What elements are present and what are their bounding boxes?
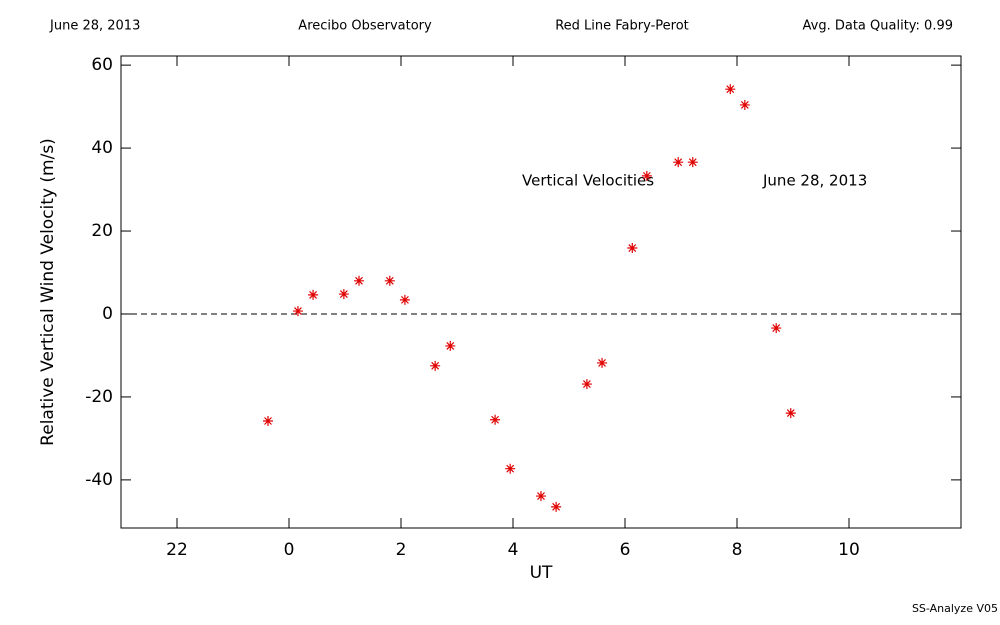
point bbox=[725, 84, 736, 95]
x-tick-label: 6 bbox=[620, 540, 631, 560]
point bbox=[581, 379, 592, 390]
y-tick-label: 0 bbox=[102, 304, 113, 324]
header-instrument: Red Line Fabry-Perot bbox=[555, 19, 689, 34]
point bbox=[354, 275, 364, 286]
point bbox=[771, 323, 782, 334]
header-site: Arecibo Observatory bbox=[298, 19, 432, 34]
x-tick-label: 0 bbox=[284, 540, 295, 560]
x-tick-label: 10 bbox=[838, 540, 860, 560]
point bbox=[785, 408, 796, 419]
point bbox=[641, 170, 652, 181]
point bbox=[445, 340, 456, 351]
x-axis-label: UT bbox=[530, 563, 553, 583]
point bbox=[384, 275, 395, 286]
point bbox=[292, 306, 303, 317]
point bbox=[263, 415, 273, 426]
y-tick-label: 20 bbox=[91, 221, 113, 241]
point bbox=[536, 491, 546, 502]
y-tick-label: -40 bbox=[85, 470, 113, 490]
y-tick-label: -20 bbox=[85, 387, 113, 407]
y-tick-label: 40 bbox=[91, 138, 113, 158]
point bbox=[673, 157, 684, 168]
plot-frame bbox=[120, 55, 962, 529]
header-quality: Avg. Data Quality: 0.99 bbox=[803, 19, 953, 34]
annotation: Vertical Velocities bbox=[522, 172, 654, 190]
x-tick-label: 8 bbox=[732, 540, 743, 560]
point bbox=[739, 99, 750, 110]
x-tick-label: 22 bbox=[166, 540, 188, 560]
point bbox=[597, 357, 608, 368]
x-tick-label: 2 bbox=[396, 540, 407, 560]
annotation: June 28, 2013 bbox=[762, 172, 867, 190]
y-tick-label: 60 bbox=[91, 55, 113, 75]
point bbox=[308, 289, 319, 300]
point bbox=[490, 414, 501, 425]
point bbox=[505, 463, 516, 474]
point bbox=[399, 294, 410, 305]
point bbox=[687, 157, 698, 168]
point bbox=[430, 360, 441, 371]
point bbox=[627, 243, 638, 254]
footer: SS-Analyze V05 bbox=[912, 602, 998, 615]
point bbox=[551, 501, 562, 512]
header-date: June 28, 2013 bbox=[49, 19, 140, 34]
y-axis-label: Relative Vertical Wind Velocity (m/s) bbox=[38, 138, 58, 446]
point bbox=[338, 289, 349, 300]
x-tick-label: 4 bbox=[508, 540, 519, 560]
